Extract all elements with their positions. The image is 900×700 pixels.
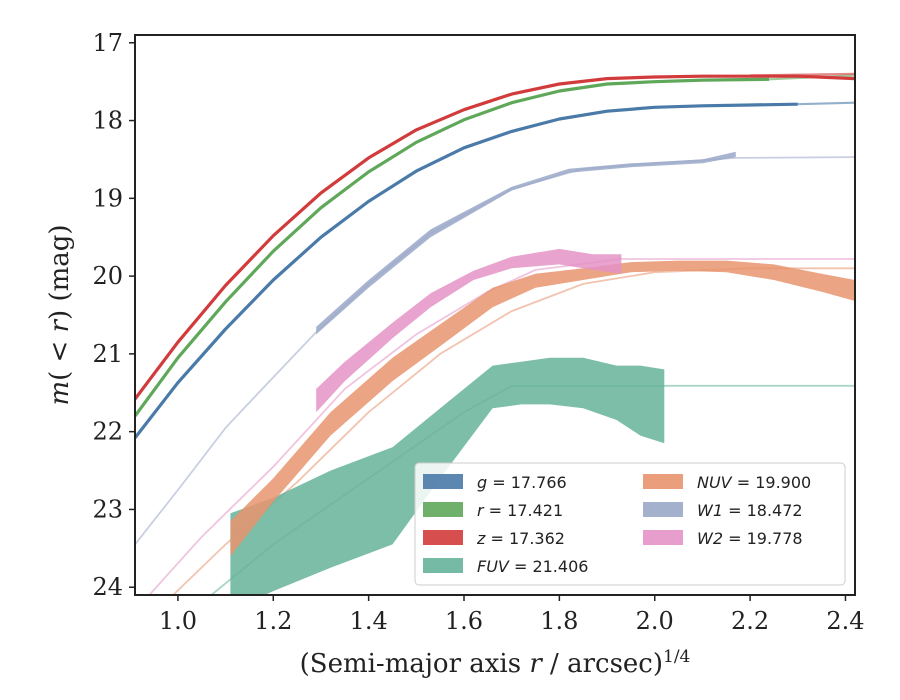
y-tick-label: 23 bbox=[92, 495, 123, 523]
y-tick-label: 19 bbox=[92, 184, 123, 212]
legend-label-r: r = 17.421 bbox=[477, 501, 563, 520]
x-axis-title-exponent: 1/4 bbox=[663, 647, 690, 667]
series-fuv-band bbox=[230, 357, 665, 595]
x-axis-title: (Semi-major axis r / arcsec)1/4 bbox=[300, 647, 691, 679]
y-axis-title-part: < bbox=[45, 332, 75, 370]
x-axis-title-part: / arcsec) bbox=[542, 649, 663, 679]
x-tick-label: 1.2 bbox=[254, 607, 292, 635]
y-axis-title-part: ) (mag) bbox=[45, 224, 75, 320]
y-tick-label: 22 bbox=[92, 418, 123, 446]
legend-swatch-z bbox=[423, 530, 463, 545]
y-tick-label: 18 bbox=[92, 107, 123, 135]
legend-box bbox=[414, 462, 846, 586]
legend-label-g: g = 17.766 bbox=[477, 473, 567, 492]
legend-label-w2: W2 = 19.778 bbox=[697, 529, 803, 548]
series-g-model-line bbox=[797, 101, 855, 106]
legend-label-z: z = 17.362 bbox=[476, 529, 565, 548]
x-tick-label: 1.0 bbox=[159, 607, 197, 635]
legend-label-nuv: NUV = 19.900 bbox=[697, 473, 811, 492]
series-layer bbox=[135, 72, 855, 595]
legend-swatch-g bbox=[423, 474, 463, 489]
plot-border bbox=[134, 34, 856, 596]
x-tick-label: 1.4 bbox=[350, 607, 388, 635]
y-tick-label: 21 bbox=[92, 340, 123, 368]
legend-swatch-r bbox=[423, 502, 463, 517]
y-tick-label: 24 bbox=[92, 573, 123, 601]
y-axis-title-part: ( bbox=[45, 371, 75, 381]
x-tick-label: 2.4 bbox=[826, 607, 864, 635]
legend: g = 17.766 r = 17.421 z = 17.362 FUV = 21.4… bbox=[414, 462, 846, 586]
legend-label-w1: W1 = 18.472 bbox=[697, 501, 803, 520]
y-axis: 17 18 19 20 21 22 23 24 bbox=[92, 29, 135, 601]
series-z-line bbox=[135, 74, 855, 400]
legend-swatch-w2 bbox=[643, 530, 683, 545]
legend-swatch-fuv bbox=[423, 558, 463, 573]
x-tick-label: 1.6 bbox=[445, 607, 483, 635]
legend-swatch-w1 bbox=[643, 502, 683, 517]
y-axis-title-part: r bbox=[45, 318, 75, 332]
x-axis: 1.0 1.2 1.4 1.6 1.8 2.0 2.2 2.4 bbox=[159, 595, 865, 635]
y-axis-title: m( < r) (mag) bbox=[45, 224, 75, 405]
legend-swatch-nuv bbox=[643, 474, 683, 489]
series-nuv-band bbox=[230, 260, 855, 557]
x-tick-label: 1.8 bbox=[540, 607, 578, 635]
y-tick-label: 20 bbox=[92, 262, 123, 290]
legend-label-fuv: FUV = 21.406 bbox=[477, 557, 588, 576]
series-w2-band bbox=[316, 248, 622, 413]
y-tick-label: 17 bbox=[92, 29, 123, 57]
x-tick-label: 2.0 bbox=[636, 607, 674, 635]
x-axis-title-part: (Semi-major axis bbox=[300, 649, 530, 679]
y-axis-title-part: m bbox=[45, 381, 75, 406]
x-tick-label: 2.2 bbox=[731, 607, 769, 635]
series-g-line bbox=[135, 102, 798, 439]
series-r-line bbox=[135, 77, 770, 418]
plot-frame bbox=[134, 34, 856, 596]
x-axis-title-part: r bbox=[529, 649, 543, 679]
